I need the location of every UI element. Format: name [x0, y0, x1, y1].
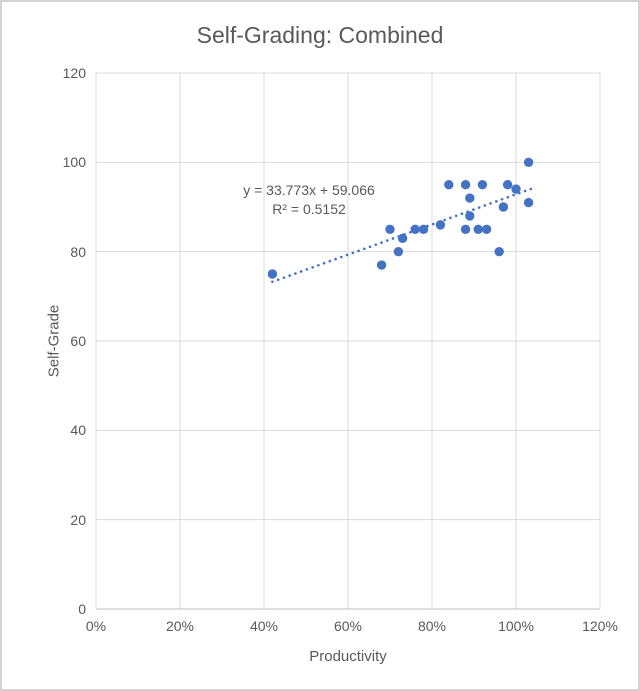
- x-tick-label: 80%: [417, 618, 447, 634]
- data-point: [444, 179, 454, 190]
- y-tick-label: 40: [70, 422, 86, 439]
- y-axis-title: Self-Grade: [45, 304, 63, 378]
- trendline-r-squared: R² = 0.5152: [272, 201, 346, 217]
- y-tick-label: 80: [70, 243, 86, 260]
- data-point: [460, 224, 471, 235]
- trendline-equation: y = 33.773x + 59.066: [243, 182, 375, 198]
- data-point: [435, 220, 446, 230]
- data-point: [465, 193, 475, 203]
- data-point: [267, 269, 278, 279]
- data-point: [511, 184, 521, 194]
- trendline-label: y = 33.773x + 59.066 R² = 0.5152: [243, 181, 375, 219]
- trendline: [271, 186, 535, 284]
- x-tick-label: 100%: [498, 618, 534, 634]
- data-point: [376, 260, 387, 270]
- data-point: [477, 179, 488, 190]
- data-point: [494, 246, 504, 257]
- x-axis-title: Productivity: [309, 648, 387, 665]
- x-tick-label: 120%: [582, 618, 618, 634]
- data-point: [523, 197, 534, 208]
- data-point: [397, 233, 408, 243]
- y-tick-label: 60: [70, 333, 86, 349]
- data-point: [465, 211, 475, 221]
- data-point: [393, 246, 404, 257]
- data-point: [385, 224, 395, 235]
- y-tick-label: 0: [78, 601, 86, 617]
- data-point: [460, 179, 471, 190]
- x-tick-label: 60%: [333, 618, 363, 634]
- data-point: [473, 224, 483, 235]
- y-tick-label: 100: [62, 154, 86, 171]
- x-tick-label: 0%: [85, 618, 107, 634]
- y-tick-label: 20: [70, 511, 86, 528]
- chart-title: Self-Grading: Combined: [196, 22, 444, 48]
- x-tick-label: 40%: [249, 618, 279, 634]
- y-tick-label: 120: [62, 65, 86, 81]
- data-point: [498, 202, 509, 212]
- x-tick-label: 20%: [165, 618, 195, 634]
- data-point: [481, 224, 492, 235]
- data-point: [523, 157, 534, 168]
- data-point: [502, 179, 513, 190]
